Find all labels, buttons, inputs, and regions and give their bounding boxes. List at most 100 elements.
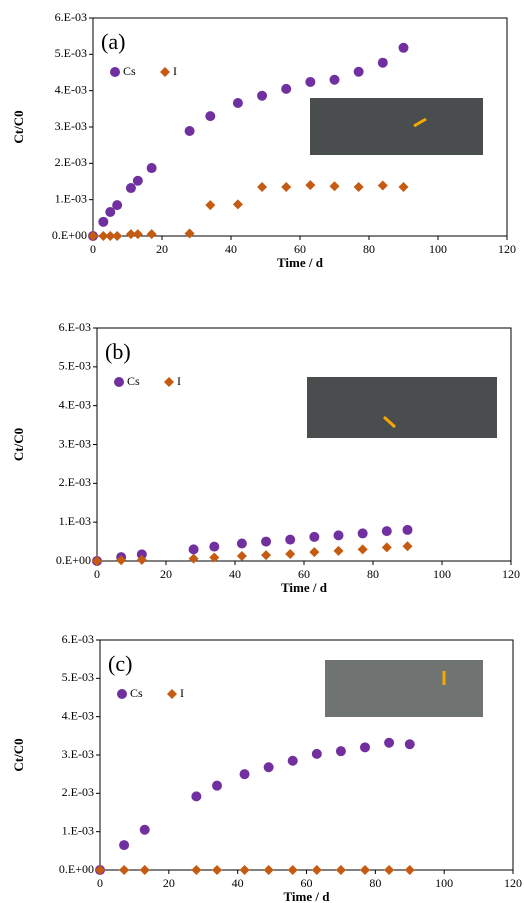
circle-point	[309, 531, 320, 542]
diamond-point	[105, 231, 116, 241]
panel-label: (a)	[101, 29, 125, 54]
diamond-point	[404, 865, 415, 875]
diamond-point	[261, 550, 272, 561]
circle-point	[191, 791, 202, 802]
diamond-point	[188, 553, 199, 564]
x-axis-label: Time / d	[284, 889, 331, 903]
x-tick-label: 100	[433, 567, 451, 581]
y-axis-label: Ct/C0	[11, 428, 26, 461]
x-tick-label: 0	[94, 567, 100, 581]
legend-marker	[114, 377, 124, 387]
diamond-point	[232, 199, 243, 210]
circle-point	[212, 780, 223, 791]
legend-label: Cs	[123, 64, 136, 78]
circle-point	[335, 746, 346, 757]
diamond-point	[191, 865, 202, 875]
y-tick-label: 2.E-03	[55, 155, 87, 169]
circle-point	[205, 111, 216, 122]
diamond-point	[309, 547, 320, 558]
diamond-point	[119, 865, 130, 875]
panel-label: (b)	[105, 339, 131, 364]
circle-point	[125, 183, 136, 194]
legend-marker	[110, 67, 120, 77]
diamond-point	[263, 865, 274, 875]
legend-label: I	[180, 686, 184, 700]
x-tick-label: 20	[156, 242, 168, 256]
x-tick-label: 120	[498, 242, 516, 256]
diamond-point	[311, 865, 322, 875]
x-tick-label: 60	[298, 567, 310, 581]
x-tick-label: 40	[225, 242, 237, 256]
diamond-point	[281, 181, 292, 192]
y-tick-label: 1.E-03	[55, 191, 87, 205]
circle-point	[353, 66, 364, 77]
circle-point	[236, 538, 247, 549]
y-tick-label: 0.E+00	[56, 553, 91, 567]
diamond-point	[146, 229, 157, 240]
x-tick-label: 40	[232, 876, 244, 890]
x-tick-label: 120	[502, 567, 520, 581]
x-tick-label: 120	[504, 876, 522, 890]
y-tick-label: 0.E+00	[59, 862, 94, 876]
circle-point	[98, 216, 109, 227]
diamond-point	[384, 865, 395, 875]
y-tick-label: 5.E-03	[59, 359, 91, 373]
legend-label: I	[177, 374, 181, 388]
y-tick-label: 1.E-03	[62, 823, 94, 837]
circle-point	[287, 755, 298, 766]
legend-label: I	[173, 64, 177, 78]
circle-point	[112, 200, 123, 211]
diamond-point	[335, 865, 346, 875]
diamond-point	[88, 231, 98, 241]
x-tick-label: 0	[97, 876, 103, 890]
x-tick-label: 20	[163, 876, 175, 890]
diamond-point	[377, 180, 388, 191]
diamond-point	[98, 231, 109, 241]
y-tick-label: 3.E-03	[59, 436, 91, 450]
y-tick-label: 3.E-03	[55, 119, 87, 133]
diamond-point	[381, 542, 392, 553]
circle-point	[261, 536, 272, 547]
y-tick-label: 1.E-03	[59, 514, 91, 528]
circle-point	[333, 530, 344, 541]
diamond-point	[353, 181, 364, 192]
x-tick-label: 20	[160, 567, 172, 581]
y-tick-label: 6.E-03	[59, 320, 91, 334]
diamond-point	[239, 865, 250, 875]
circle-point	[119, 840, 130, 851]
diamond-point	[136, 554, 147, 565]
diamond-point	[357, 544, 368, 555]
circle-point	[305, 76, 316, 87]
y-tick-label: 5.E-03	[55, 46, 87, 60]
diamond-point	[209, 552, 220, 563]
circle-point	[257, 90, 268, 101]
plot-frame	[96, 327, 512, 562]
x-tick-label: 0	[90, 242, 96, 256]
diamond-point	[112, 231, 123, 241]
photo-inset	[310, 98, 483, 155]
circle-point	[188, 544, 199, 555]
photo-marker	[382, 415, 397, 429]
panel-label: (c)	[108, 651, 132, 676]
y-tick-label: 2.E-03	[59, 475, 91, 489]
y-tick-label: 4.E-03	[59, 397, 91, 411]
diamond-point	[305, 180, 316, 191]
x-tick-label: 80	[363, 242, 375, 256]
legend-marker	[117, 689, 127, 699]
circle-point	[360, 742, 371, 753]
x-tick-label: 100	[435, 876, 453, 890]
y-axis-label: Ct/C0	[11, 110, 26, 143]
diamond-point	[132, 229, 143, 240]
circle-point	[232, 98, 243, 109]
legend-marker	[160, 67, 170, 77]
y-tick-label: 0.E+00	[52, 228, 87, 242]
y-tick-label: 2.E-03	[62, 785, 94, 799]
circle-point	[105, 207, 116, 218]
diamond-point	[139, 865, 150, 875]
y-tick-label: 5.E-03	[62, 670, 94, 684]
circle-point	[146, 163, 157, 174]
circle-point	[263, 762, 274, 773]
diamond-point	[333, 545, 344, 556]
diamond-point	[212, 865, 223, 875]
